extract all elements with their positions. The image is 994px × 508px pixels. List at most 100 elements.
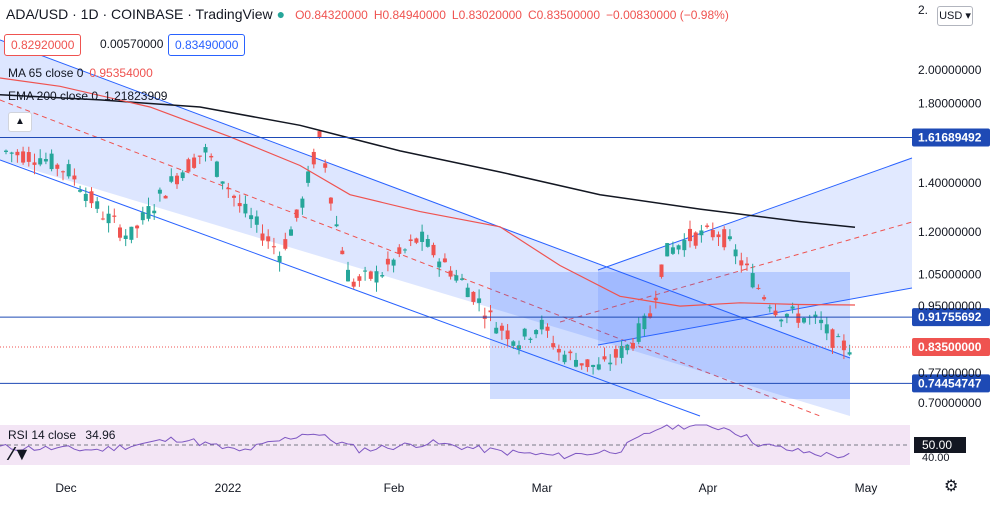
- price-level-label-bg: [912, 338, 990, 357]
- candle-body: [710, 230, 715, 238]
- study-ema200-label: EMA 200 close 0: [8, 89, 99, 103]
- candle-body: [819, 319, 824, 324]
- descending-channel: [0, 40, 850, 416]
- candle-body: [95, 201, 100, 209]
- candle-body: [214, 161, 219, 177]
- symbol-title[interactable]: ADA/USD · 1D · COINBASE · TradingView: [6, 6, 273, 22]
- candle-body: [180, 172, 185, 179]
- candle-body: [243, 203, 248, 214]
- tradingview-logo-icon[interactable]: ⁄▼: [10, 444, 31, 464]
- candle-body: [55, 164, 60, 169]
- candle-body: [277, 255, 282, 263]
- ohlc-change: −0.00830000 (−0.98%): [606, 8, 729, 22]
- ascending-channel-mid: [559, 221, 913, 323]
- price-level-label: 1.61689492: [918, 130, 982, 144]
- candle-body: [152, 210, 157, 214]
- candle-body: [824, 324, 829, 334]
- candle-body: [460, 278, 464, 280]
- candle-body: [682, 239, 687, 251]
- candle-body: [562, 354, 567, 363]
- candle-body: [528, 338, 533, 340]
- ascending-channel-upper: [597, 157, 913, 271]
- candle-body: [385, 258, 390, 265]
- candle-body: [568, 351, 573, 354]
- gear-icon[interactable]: ⚙: [944, 478, 959, 495]
- study-rsi-label: RSI 14 close: [8, 428, 77, 442]
- candle-body: [705, 225, 710, 227]
- candle-body: [745, 263, 749, 266]
- candle-body: [271, 246, 276, 248]
- study-ema200[interactable]: EMA 200 close 0 1.21823909: [8, 89, 167, 103]
- candle-body: [323, 163, 328, 168]
- candle-body: [534, 330, 539, 335]
- candle-body: [750, 273, 755, 288]
- buy-button[interactable]: 0.83490000: [168, 34, 246, 56]
- candle-body: [425, 239, 430, 247]
- candle-body: [499, 325, 504, 331]
- candle-body: [89, 191, 94, 204]
- price-level-label: 0.83500000: [918, 340, 982, 354]
- candle-body: [123, 235, 128, 240]
- symbol-header: ADA/USD · 1D · COINBASE · TradingView ● O0…: [6, 6, 729, 22]
- time-tick-label: 2022: [215, 481, 242, 495]
- candle-body: [414, 238, 419, 243]
- candle-body: [522, 328, 527, 337]
- candle-body: [15, 151, 20, 156]
- candle-body: [471, 291, 476, 302]
- candle-body: [317, 131, 322, 138]
- market-status-icon: ●: [276, 6, 286, 22]
- candle-body: [437, 261, 442, 268]
- candle-body: [591, 364, 596, 367]
- candle-body: [157, 189, 162, 194]
- candle-body: [38, 158, 43, 165]
- candle-body: [813, 314, 818, 318]
- candle-body: [693, 232, 698, 246]
- time-tick-label: Feb: [384, 481, 405, 495]
- sell-button[interactable]: 0.82920000: [4, 34, 82, 56]
- candle-body: [9, 152, 14, 154]
- candle-body: [237, 203, 242, 207]
- ema-200-line: [0, 93, 856, 229]
- ascending-channel-lower: [597, 287, 913, 346]
- chevron-down-icon: ▾: [965, 10, 971, 22]
- candle-body: [129, 226, 134, 240]
- candle-body: [260, 233, 265, 241]
- candle-body: [596, 364, 601, 370]
- study-ma65[interactable]: MA 65 close 0 0.95354000: [8, 66, 153, 80]
- study-rsi[interactable]: RSI 14 close 34.96: [8, 428, 115, 442]
- rsi-axis-tick: 40.00: [922, 452, 950, 464]
- candle-body: [163, 195, 168, 199]
- ohlc-close: C0.83500000: [527, 8, 601, 22]
- time-tick-label: Dec: [55, 481, 76, 495]
- price-axis-tick-cut: 2.: [918, 3, 928, 17]
- candle-body: [226, 188, 231, 190]
- candle-body: [4, 150, 8, 152]
- ma-65-line: [0, 77, 856, 307]
- candle-body: [648, 313, 653, 318]
- candle-body: [363, 270, 368, 272]
- price-tick-label: 0.70000000: [918, 396, 982, 410]
- candle-body: [699, 230, 704, 236]
- collapse-legend-button[interactable]: ▲: [8, 112, 32, 132]
- price-level-label-bg: [912, 374, 990, 393]
- candles: [4, 130, 852, 375]
- study-ema200-value: 1.21823909: [104, 89, 168, 103]
- time-tick-label: May: [855, 481, 878, 495]
- price-level-label: 0.74454747: [918, 376, 982, 390]
- rsi-line: [0, 424, 850, 460]
- candle-body: [380, 275, 385, 277]
- candle-body: [431, 244, 436, 256]
- time-tick-label: Mar: [532, 481, 553, 495]
- candle-body: [613, 349, 618, 358]
- candle-body: [756, 287, 761, 289]
- candle-body: [374, 271, 379, 283]
- candle-body: [585, 359, 590, 368]
- candle-body: [146, 206, 151, 219]
- candle-body: [556, 348, 561, 353]
- candle-body: [653, 297, 658, 301]
- currency-select[interactable]: USD ▾: [937, 6, 973, 26]
- candle-body: [488, 310, 493, 313]
- candle-body: [49, 153, 54, 170]
